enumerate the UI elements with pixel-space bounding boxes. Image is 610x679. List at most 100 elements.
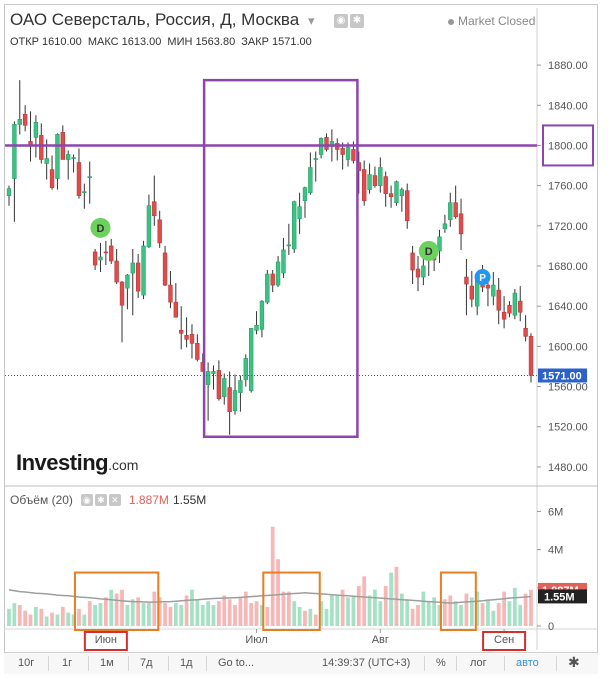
range-7d-button[interactable]: 7д bbox=[140, 657, 153, 669]
volume-callout-box bbox=[439, 571, 477, 632]
volume-bar bbox=[265, 606, 270, 626]
volume-bar bbox=[303, 610, 307, 626]
candle-body bbox=[491, 284, 496, 297]
volume-bar bbox=[276, 559, 280, 626]
volume-bar bbox=[157, 597, 162, 626]
range-1y-button[interactable]: 1г bbox=[62, 657, 73, 669]
volume-bar bbox=[421, 591, 426, 626]
volume-bar bbox=[356, 585, 361, 626]
toolbar-divider bbox=[128, 656, 129, 671]
volume-bar bbox=[319, 601, 324, 626]
toolbar-divider bbox=[168, 656, 169, 671]
volume-bar bbox=[286, 591, 291, 626]
clock-readout: 14:39:37 (UTC+3) bbox=[322, 657, 411, 669]
low-value: 1563.80 bbox=[195, 36, 236, 48]
volume-bar bbox=[486, 599, 490, 626]
candle-body bbox=[152, 201, 157, 217]
volume-bar bbox=[330, 595, 334, 626]
candle-body bbox=[254, 324, 259, 331]
candle-body bbox=[421, 265, 426, 278]
toolbar-divider bbox=[424, 656, 425, 671]
open-value: 1610.00 bbox=[42, 36, 82, 48]
volume-bar bbox=[216, 601, 221, 626]
gear-icon[interactable]: ✱ bbox=[350, 14, 364, 28]
volume-bar bbox=[362, 576, 367, 626]
candle-body bbox=[361, 169, 367, 201]
volume-bar bbox=[233, 605, 237, 626]
volume-bar bbox=[93, 605, 97, 626]
eye-icon[interactable]: ◉ bbox=[334, 14, 348, 28]
volume-bar bbox=[17, 605, 22, 626]
close-icon[interactable]: ✕ bbox=[108, 494, 121, 506]
y-tick-label: 1880.00 bbox=[548, 60, 588, 72]
candle-body bbox=[44, 158, 49, 164]
volume-bar bbox=[125, 605, 130, 626]
x-tick-label: Авг bbox=[372, 634, 389, 646]
candle-body bbox=[195, 343, 200, 360]
candle-body bbox=[49, 169, 55, 188]
range-10y-button[interactable]: 10г bbox=[18, 657, 35, 669]
candle-body bbox=[518, 300, 523, 313]
volume-bar bbox=[130, 599, 135, 626]
ohlc-readout: ОТКР 1610.00 МАКС 1613.00 МИН 1563.80 ЗАКР 1… bbox=[10, 36, 315, 48]
volume-bar bbox=[496, 603, 501, 626]
chevron-down-icon[interactable]: ▾ bbox=[307, 13, 315, 28]
instrument-title: ОАО Северсталь, Россия, Д, Москва ▾ bbox=[10, 10, 314, 30]
candle-body bbox=[496, 289, 501, 311]
candle-body bbox=[227, 387, 232, 412]
candle-body bbox=[458, 213, 464, 235]
candle-body bbox=[33, 122, 39, 138]
volume-tick-label: 6M bbox=[548, 506, 563, 518]
volume-bar bbox=[507, 601, 512, 626]
volume-bar bbox=[518, 605, 523, 626]
logo-brand: Investing bbox=[16, 450, 109, 475]
volume-value: 1.887M bbox=[128, 493, 169, 507]
candle-body bbox=[351, 149, 356, 161]
investing-logo: Investing.com bbox=[16, 450, 138, 476]
instrument-title-text: ОАО Северсталь, Россия, Д, Москва bbox=[10, 10, 300, 29]
gear-icon[interactable]: ✱ bbox=[568, 654, 580, 670]
candle-body bbox=[372, 175, 378, 186]
eye-icon[interactable]: ◉ bbox=[80, 494, 93, 506]
goto-button[interactable]: Go to... bbox=[218, 657, 255, 669]
volume-bar bbox=[98, 603, 103, 626]
volume-bar bbox=[254, 601, 259, 626]
title-icons: ◉ ✱ bbox=[334, 14, 364, 28]
candle-body bbox=[464, 276, 469, 285]
volume-bar bbox=[346, 597, 350, 626]
volume-bar bbox=[416, 605, 420, 626]
volume-bar bbox=[77, 608, 81, 626]
candle-body bbox=[297, 206, 302, 220]
percent-scale-button[interactable]: % bbox=[436, 657, 446, 669]
candle-body bbox=[507, 304, 512, 314]
candle-body bbox=[141, 245, 146, 296]
gear-icon[interactable]: ✱ bbox=[94, 494, 107, 506]
open-label: ОТКР bbox=[10, 36, 40, 48]
auto-scale-button[interactable]: авто bbox=[516, 657, 539, 669]
volume-bar bbox=[448, 595, 453, 626]
volume-bar bbox=[529, 589, 533, 626]
bottom-toolbar: 10г 1г 1м 7д 1д Go to... 14:39:37 (UTC+3… bbox=[4, 652, 598, 674]
range-1d-button[interactable]: 1д bbox=[180, 657, 193, 669]
y-tick-label: 1520.00 bbox=[548, 422, 588, 434]
volume-bar bbox=[260, 605, 264, 626]
volume-bar bbox=[297, 606, 302, 626]
volume-bar bbox=[399, 593, 404, 626]
candle-body bbox=[55, 134, 60, 179]
range-1m-button[interactable]: 1м bbox=[100, 657, 114, 669]
candle-body bbox=[388, 193, 394, 197]
log-scale-button[interactable]: лог bbox=[470, 657, 487, 669]
candle-body bbox=[302, 187, 308, 201]
toolbar-divider bbox=[556, 656, 557, 671]
toolbar-divider bbox=[88, 656, 89, 671]
volume-bar bbox=[136, 597, 141, 626]
candle-body bbox=[168, 284, 173, 303]
candle-body bbox=[275, 261, 281, 286]
event-badge bbox=[474, 269, 491, 286]
volume-bar bbox=[340, 589, 345, 626]
volume-indicator-label: Объём (20) bbox=[10, 493, 73, 507]
candle-body bbox=[453, 202, 458, 218]
volume-bar bbox=[426, 601, 431, 626]
dividend-badge bbox=[418, 240, 439, 261]
